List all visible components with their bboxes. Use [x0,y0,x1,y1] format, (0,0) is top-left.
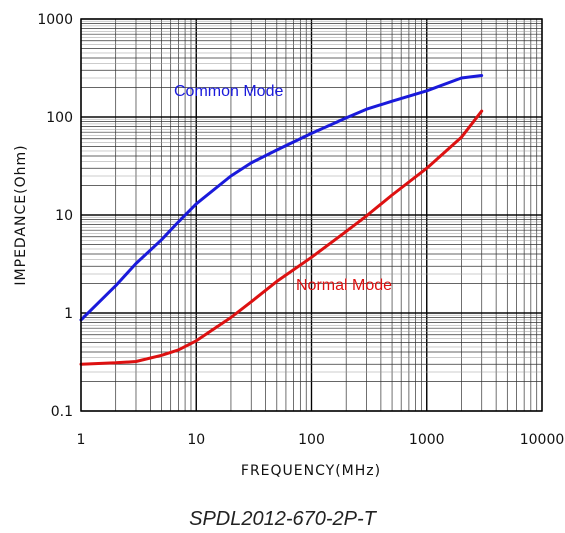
x-tick-label: 10 [187,432,205,448]
x-tick-label: 10000 [520,432,565,448]
x-tick-label: 1000 [409,432,445,448]
y-tick-label: 1000 [37,12,73,28]
series-line-normal-mode [79,109,484,366]
series-group [79,74,484,366]
plot-frame [80,18,543,412]
series-line-common-mode [79,74,484,322]
part-number-caption: SPDL2012-670-2P-T [189,508,376,530]
x-axis-title: FREQUENCY(MHz) [241,463,381,479]
grid-lines [80,18,543,412]
x-tick-label: 100 [298,432,325,448]
y-tick-label: 10 [55,208,73,224]
y-tick-label: 0.1 [51,404,73,420]
series-label-normal-mode: Normal Mode [296,277,392,294]
series-label-common-mode: Common Mode [174,83,283,100]
y-tick-label: 100 [46,110,73,126]
x-tick-label: 1 [77,432,86,448]
y-axis-title: IMPEDANCE(Ohm) [13,144,29,285]
y-tick-label: 1 [64,306,73,322]
